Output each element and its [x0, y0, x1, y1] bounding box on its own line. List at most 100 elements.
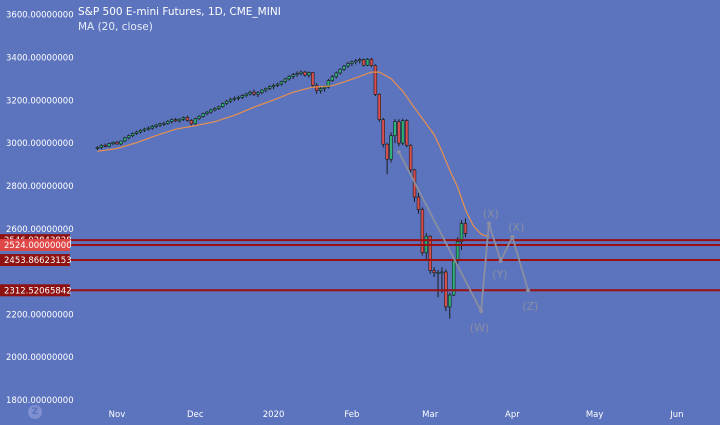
- candle: [381, 117, 385, 148]
- candle: [389, 132, 393, 163]
- candle-body: [185, 117, 190, 121]
- candle: [127, 134, 131, 140]
- candle: [279, 80, 284, 86]
- candle-body: [158, 123, 162, 126]
- candle: [287, 75, 291, 81]
- candle-body: [401, 120, 405, 144]
- candle: [264, 87, 268, 93]
- y-axis: 3600.00000000 3400.00000000 3200.00000000 3…: [6, 11, 74, 406]
- candle-body: [103, 144, 107, 147]
- y-tick-label: 2200.00000000: [6, 310, 74, 320]
- candle: [338, 68, 342, 75]
- y-tick-label: 3000.00000000: [6, 139, 74, 149]
- candle: [115, 140, 119, 145]
- candle-body: [146, 127, 151, 130]
- candle: [295, 71, 299, 77]
- candle-body: [436, 272, 440, 274]
- candle: [428, 235, 432, 274]
- candle: [201, 112, 205, 118]
- candle: [350, 60, 354, 67]
- candle-body: [127, 135, 131, 139]
- candle: [177, 118, 182, 123]
- candle-body: [440, 271, 444, 274]
- candle: [181, 116, 186, 121]
- projection-line: [398, 151, 529, 315]
- wave-projection: (W) (X) (Y) (X) (Z): [396, 150, 538, 335]
- candle-body: [134, 131, 139, 134]
- wave-label: (Y): [492, 268, 507, 281]
- tradingview-logo-icon[interactable]: Z: [28, 405, 42, 419]
- candle: [283, 77, 288, 84]
- candle: [326, 78, 331, 89]
- candle: [189, 119, 194, 126]
- level-price-tag: [0, 284, 70, 297]
- candle-body: [416, 196, 421, 210]
- candle: [244, 92, 248, 98]
- candle: [373, 64, 378, 97]
- candle-body: [373, 65, 378, 95]
- candle-body: [264, 88, 268, 91]
- candle: [205, 111, 209, 116]
- candle: [170, 118, 174, 124]
- candle-body: [181, 117, 186, 120]
- candle-body: [107, 143, 111, 147]
- candle-body: [271, 85, 276, 87]
- x-axis: Nov Dec 2020 Feb Mar Apr May Jun: [109, 410, 684, 420]
- candle: [424, 233, 428, 260]
- candle-body: [150, 126, 154, 129]
- candle-body: [334, 72, 338, 78]
- candle: [314, 83, 319, 94]
- candle-body: [338, 68, 342, 74]
- candle-body: [358, 59, 362, 62]
- candle: [166, 120, 170, 125]
- candle-body: [389, 135, 393, 160]
- projection-point: [498, 258, 503, 263]
- candle-body: [209, 109, 213, 113]
- candle-body: [275, 83, 280, 86]
- candle: [154, 123, 158, 129]
- candle-body: [377, 94, 382, 120]
- candle-body: [252, 91, 256, 95]
- candle: [330, 75, 335, 82]
- level-price-label: 2453.86623153: [4, 256, 72, 266]
- candle-body: [248, 91, 252, 95]
- candle-body: [201, 113, 205, 117]
- candle-body: [448, 294, 452, 308]
- candle: [440, 267, 444, 293]
- candle-body: [342, 65, 346, 70]
- candle-body: [330, 76, 335, 81]
- projection-point: [486, 221, 491, 226]
- candle: [185, 115, 190, 122]
- candle-body: [463, 223, 468, 234]
- level-price-label: 2524.00000000: [4, 241, 72, 251]
- projection-point: [479, 309, 484, 314]
- candle: [209, 108, 213, 114]
- candle-body: [220, 103, 225, 108]
- candle: [111, 141, 115, 146]
- candle-body: [142, 128, 147, 131]
- candle: [146, 126, 151, 131]
- candle: [408, 144, 413, 174]
- candle: [193, 117, 197, 126]
- candle: [401, 118, 405, 146]
- candle: [303, 70, 307, 77]
- candle: [173, 117, 178, 123]
- candle-body: [404, 120, 409, 146]
- candle-body: [326, 80, 331, 88]
- candle-body: [228, 98, 233, 102]
- candle-body: [381, 119, 385, 145]
- horizontal-levels: 2546.928438282524.000000002453.866231532…: [0, 234, 720, 297]
- candle: [119, 140, 123, 146]
- projection-point: [396, 150, 401, 155]
- candle-body: [287, 76, 291, 80]
- x-tick-label: Mar: [422, 410, 439, 420]
- candle-body: [279, 81, 284, 85]
- candle-body: [428, 235, 432, 271]
- candle: [123, 136, 127, 143]
- candle-body: [111, 141, 115, 144]
- candle-body: [283, 78, 288, 82]
- candle-body: [267, 86, 272, 89]
- candle: [404, 119, 409, 148]
- candle: [240, 94, 244, 100]
